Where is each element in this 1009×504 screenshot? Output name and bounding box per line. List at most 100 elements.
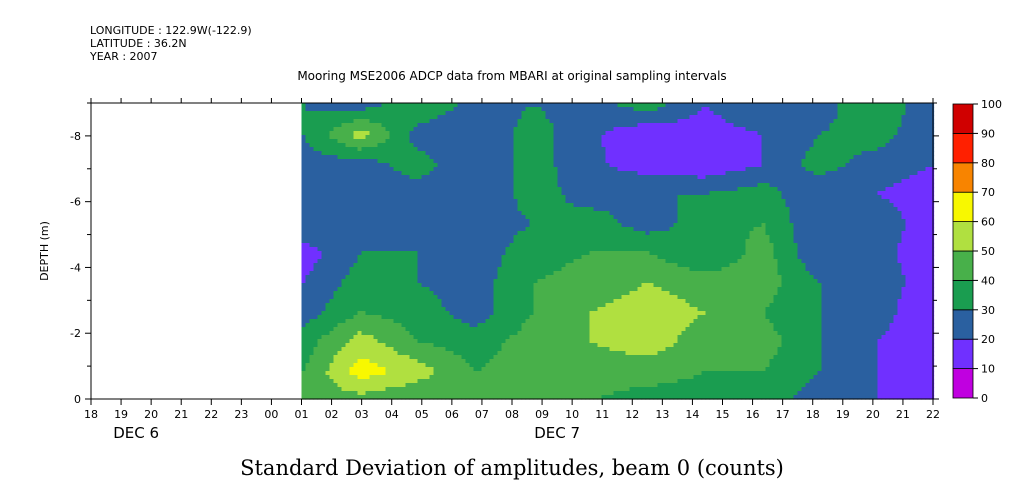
field-cell [705, 139, 711, 144]
field-cell [677, 175, 683, 180]
field-cell [337, 183, 343, 188]
field-cell [401, 147, 407, 152]
field-cell [337, 155, 343, 160]
field-cell [533, 171, 539, 176]
field-cell [573, 163, 579, 168]
field-cell [701, 195, 707, 200]
field-cell [837, 147, 843, 152]
field-cell [497, 159, 503, 164]
field-cell [677, 171, 683, 176]
field-cell [921, 111, 927, 116]
field-cell [745, 111, 751, 116]
field-cell [717, 151, 723, 156]
field-cell [845, 207, 851, 212]
field-cell [501, 215, 507, 220]
field-cell [825, 207, 831, 212]
field-cell [877, 219, 883, 224]
field-cell [649, 203, 655, 208]
field-cell [737, 195, 743, 200]
field-cell [525, 167, 531, 172]
field-cell [889, 115, 895, 120]
field-cell [433, 119, 439, 124]
field-cell [437, 227, 443, 232]
field-cell [593, 167, 599, 172]
field-cell [641, 195, 647, 200]
field-cell [881, 159, 887, 164]
field-cell [413, 135, 419, 140]
field-cell [541, 215, 547, 220]
field-cell [457, 223, 463, 228]
field-cell [773, 155, 779, 160]
field-cell [349, 179, 355, 184]
field-cell [605, 179, 611, 184]
field-cell [353, 171, 359, 176]
field-cell [801, 119, 807, 124]
field-cell [709, 111, 715, 116]
field-cell [665, 171, 671, 176]
field-cell [501, 219, 507, 224]
field-cell [393, 183, 399, 188]
field-cell [433, 211, 439, 216]
field-cell [413, 227, 419, 232]
field-cell [717, 107, 723, 112]
field-cell [373, 139, 379, 144]
field-cell [345, 147, 351, 152]
field-cell [577, 223, 583, 228]
field-cell [361, 107, 367, 112]
field-cell [657, 107, 663, 112]
field-cell [881, 103, 887, 108]
field-cell [857, 123, 863, 128]
field-cell [345, 187, 351, 192]
field-cell [925, 175, 931, 180]
field-cell [821, 151, 827, 156]
field-cell [405, 211, 411, 216]
field-cell [485, 183, 491, 188]
field-cell [389, 103, 395, 108]
field-cell [629, 107, 635, 112]
field-cell [677, 147, 683, 152]
field-cell [429, 155, 435, 160]
field-cell [789, 151, 795, 156]
field-cell [481, 123, 487, 128]
field-cell [861, 211, 867, 216]
field-cell [529, 131, 535, 136]
field-cell [489, 135, 495, 140]
field-cell [717, 163, 723, 168]
field-cell [401, 187, 407, 192]
field-cell [697, 203, 703, 208]
field-cell [365, 159, 371, 164]
field-cell [689, 179, 695, 184]
field-cell [317, 119, 323, 124]
field-cell [761, 167, 767, 172]
field-cell [757, 191, 763, 196]
field-cell [685, 179, 691, 184]
field-cell [301, 123, 307, 128]
field-cell [693, 171, 699, 176]
field-cell [669, 195, 675, 200]
field-cell [821, 147, 827, 152]
field-cell [505, 151, 511, 156]
field-cell [789, 143, 795, 148]
field-cell [517, 223, 523, 228]
field-cell [649, 151, 655, 156]
field-cell [673, 227, 679, 232]
field-cell [689, 119, 695, 124]
field-cell [881, 131, 887, 136]
field-cell [665, 155, 671, 160]
field-cell [441, 123, 447, 128]
field-cell [681, 111, 687, 116]
field-cell [537, 219, 543, 224]
field-cell [577, 127, 583, 132]
field-cell [405, 111, 411, 116]
field-cell [481, 119, 487, 124]
field-cell [377, 163, 383, 168]
field-cell [637, 211, 643, 216]
field-cell [729, 155, 735, 160]
field-cell [321, 115, 327, 120]
field-cell [385, 179, 391, 184]
field-cell [597, 111, 603, 116]
field-cell [757, 135, 763, 140]
field-cell [869, 151, 875, 156]
field-cell [897, 215, 903, 220]
field-cell [869, 135, 875, 140]
